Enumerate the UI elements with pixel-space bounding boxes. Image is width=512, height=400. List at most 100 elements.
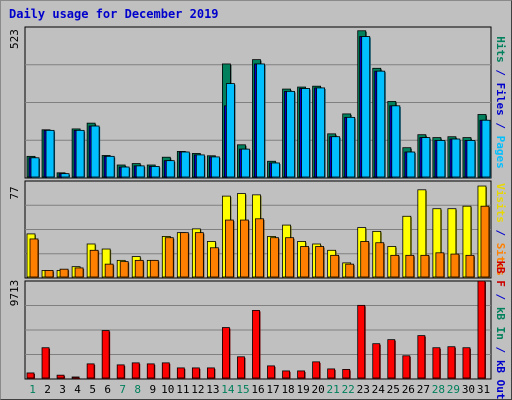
bar-visits-sites-sites-day-2 bbox=[44, 270, 55, 278]
bar-visits-sites-sites-day-31 bbox=[480, 205, 490, 278]
bar-hits-files-pages-pages-day-3 bbox=[60, 173, 71, 178]
x-tick-label: 20 bbox=[312, 383, 325, 396]
x-tick-label: 16 bbox=[251, 383, 264, 396]
legend-entry: / bbox=[494, 287, 507, 307]
bar-kbytes-kbytes-day-4 bbox=[71, 376, 81, 379]
bar-hits-files-pages-pages-day-11 bbox=[180, 151, 191, 178]
bar bbox=[450, 253, 460, 278]
bar-kbytes-kbytes-day-12 bbox=[191, 367, 201, 379]
bar-hits-files-pages-pages-day-17 bbox=[271, 162, 281, 178]
bar bbox=[301, 88, 310, 178]
bar-visits-sites-sites-day-24 bbox=[375, 242, 385, 278]
bar bbox=[222, 327, 230, 379]
x-tick-label: 17 bbox=[266, 383, 279, 396]
bar-kbytes-kbytes-day-31 bbox=[477, 280, 486, 379]
bar-kbytes-kbytes-day-27 bbox=[417, 335, 426, 379]
bar bbox=[41, 347, 50, 379]
bar-kbytes-kbytes-day-21 bbox=[327, 368, 336, 379]
x-tick-label: 10 bbox=[161, 383, 174, 396]
bar-visits-sites-sites-day-25 bbox=[390, 254, 400, 278]
bar-kbytes-kbytes-day-2 bbox=[41, 347, 51, 379]
bar bbox=[327, 368, 336, 379]
bar bbox=[90, 125, 100, 178]
legend-entry: Hits bbox=[494, 36, 507, 63]
x-tick-label: 14 bbox=[221, 383, 235, 396]
y-max-label: 77 bbox=[8, 186, 21, 199]
bar-hits-files-pages-pages-day-16 bbox=[256, 63, 266, 178]
bar-hits-files-pages-pages-day-26 bbox=[406, 151, 416, 178]
bar-kbytes-kbytes-day-8 bbox=[131, 362, 141, 379]
x-tick-label: 31 bbox=[477, 383, 490, 396]
bar bbox=[226, 83, 235, 178]
bar bbox=[256, 63, 265, 178]
bar bbox=[165, 160, 175, 178]
legend-entry: / bbox=[494, 116, 507, 136]
bar bbox=[480, 205, 490, 278]
bar bbox=[316, 87, 326, 178]
bar-kbytes-kbytes-day-14 bbox=[222, 327, 231, 379]
bar bbox=[176, 367, 185, 379]
legend-entry: Files bbox=[494, 83, 507, 116]
bar-kbytes-kbytes-day-15 bbox=[237, 356, 246, 379]
bar bbox=[60, 173, 70, 178]
bar-hits-files-pages-pages-day-30 bbox=[466, 140, 476, 178]
bar bbox=[391, 105, 401, 178]
bar-hits-files-pages-pages-day-14 bbox=[226, 83, 236, 178]
legend-entry: Visits bbox=[494, 183, 507, 223]
bar-kbytes-kbytes-day-17 bbox=[267, 365, 276, 379]
bar-kbytes-kbytes-day-24 bbox=[372, 343, 381, 379]
bar bbox=[179, 232, 189, 278]
bar bbox=[74, 267, 84, 278]
bar-kbytes-kbytes-day-5 bbox=[86, 363, 96, 379]
bar-kbytes-kbytes-day-11 bbox=[176, 367, 186, 379]
bar-kbytes-kbytes-day-25 bbox=[387, 339, 396, 379]
bar bbox=[282, 370, 290, 379]
bar-visits-sites-sites-day-11 bbox=[179, 232, 190, 278]
bar bbox=[146, 363, 155, 379]
bar-hits-files-pages-pages-day-12 bbox=[195, 154, 206, 178]
bar bbox=[360, 241, 370, 278]
legend-visits-sites: Visits / Sites bbox=[494, 183, 507, 276]
bar-visits-sites-sites-day-3 bbox=[59, 268, 70, 278]
bar bbox=[466, 140, 476, 178]
bar-visits-sites-sites-day-5 bbox=[89, 249, 100, 278]
x-tick-label: 5 bbox=[89, 383, 96, 396]
x-tick-label: 26 bbox=[402, 383, 415, 396]
bar bbox=[297, 370, 305, 379]
legend-kbytes: kB F / kB In / kB Out bbox=[494, 260, 507, 399]
bar bbox=[372, 343, 381, 379]
x-tick-label: 4 bbox=[74, 383, 81, 396]
bar-hits-files-pages-pages-day-27 bbox=[421, 137, 431, 178]
bar-hits-files-pages-pages-day-31 bbox=[481, 119, 491, 178]
bar-visits-sites-sites-day-13 bbox=[209, 247, 220, 278]
x-tick-label: 9 bbox=[149, 383, 156, 396]
legend-entry: kB F bbox=[494, 260, 507, 287]
bar bbox=[237, 356, 245, 379]
bar-kbytes-kbytes-day-1 bbox=[26, 372, 35, 379]
y-max-label: 9713 bbox=[8, 280, 21, 307]
bar-visits-sites-sites-day-21 bbox=[330, 254, 340, 278]
bar-visits-sites-sites-day-17 bbox=[270, 237, 280, 278]
bar-kbytes-kbytes-day-29 bbox=[447, 346, 456, 379]
bar-hits-files-pages-pages-day-20 bbox=[316, 87, 326, 178]
x-tick-label: 18 bbox=[281, 383, 294, 396]
bar-kbytes-kbytes-day-10 bbox=[161, 362, 171, 379]
x-tick-label: 8 bbox=[134, 383, 141, 396]
bar-hits-files-pages-pages-day-24 bbox=[376, 70, 386, 178]
bar bbox=[285, 237, 294, 278]
bar bbox=[286, 90, 295, 178]
bar bbox=[436, 140, 446, 178]
bar bbox=[104, 263, 114, 278]
x-tick-label: 12 bbox=[191, 383, 204, 396]
bar-hits-files-pages-pages-day-19 bbox=[301, 88, 311, 178]
bar bbox=[44, 270, 54, 278]
bar-hits-files-pages-pages-day-9 bbox=[150, 166, 161, 178]
bar-visits-sites-sites-day-4 bbox=[74, 267, 85, 278]
bar bbox=[465, 254, 475, 278]
bar bbox=[45, 129, 55, 178]
bar bbox=[241, 148, 250, 178]
bar-visits-sites-sites-day-12 bbox=[194, 232, 205, 278]
bar bbox=[330, 254, 340, 278]
bar-hits-files-pages-pages-day-25 bbox=[391, 105, 401, 178]
chart-title: Daily usage for December 2019 bbox=[9, 7, 219, 21]
